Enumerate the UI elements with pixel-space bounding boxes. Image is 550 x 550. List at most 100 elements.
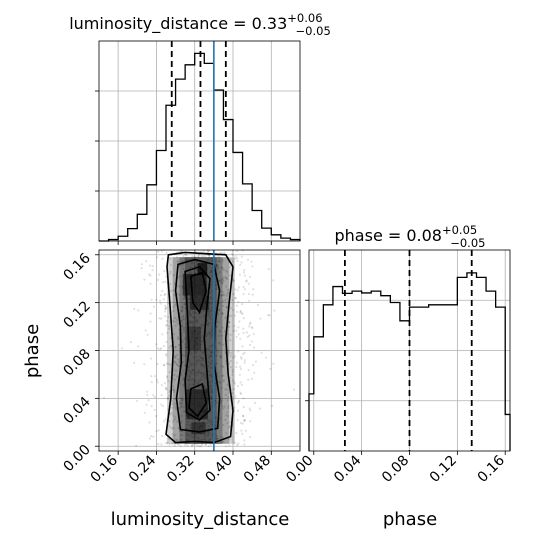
scatter-point bbox=[210, 351, 213, 355]
scatter-point bbox=[209, 309, 213, 312]
scatter-point bbox=[205, 347, 208, 351]
scatter-point bbox=[243, 274, 247, 277]
scatter-point bbox=[182, 327, 186, 330]
scatter-point bbox=[208, 421, 211, 424]
scatter-point bbox=[193, 299, 196, 302]
scatter-point bbox=[203, 438, 206, 441]
scatter-point bbox=[183, 296, 186, 299]
scatter-point bbox=[221, 251, 224, 254]
scatter-point bbox=[237, 301, 240, 304]
scatter-point bbox=[170, 442, 173, 445]
scatter-point bbox=[192, 378, 195, 381]
scatter-point bbox=[219, 355, 222, 358]
scatter-point bbox=[220, 399, 223, 402]
scatter-point bbox=[209, 443, 212, 447]
scatter-point bbox=[202, 373, 205, 376]
scatter-point bbox=[243, 359, 247, 362]
scatter-point bbox=[201, 359, 204, 362]
scatter-point bbox=[201, 443, 204, 446]
scatter-point bbox=[198, 316, 201, 319]
scatter-point bbox=[217, 341, 220, 344]
scatter-point bbox=[210, 350, 213, 354]
scatter-point bbox=[215, 325, 218, 328]
scatter-point bbox=[237, 350, 240, 353]
scatter-point bbox=[236, 409, 240, 412]
scatter-point bbox=[228, 325, 231, 329]
scatter-point bbox=[209, 395, 212, 398]
scatter-point bbox=[243, 419, 246, 422]
scatter-point bbox=[225, 414, 228, 417]
scatter-point bbox=[192, 369, 195, 372]
scatter-point bbox=[208, 374, 211, 377]
scatter-point bbox=[208, 345, 211, 348]
scatter-point bbox=[148, 437, 151, 440]
scatter-point bbox=[181, 318, 185, 321]
scatter-point bbox=[186, 439, 189, 442]
scatter-point bbox=[230, 258, 233, 261]
scatter-point bbox=[156, 278, 160, 281]
scatter-point bbox=[235, 329, 238, 332]
scatter-point bbox=[194, 265, 197, 268]
scatter-point bbox=[177, 443, 180, 446]
scatter-point bbox=[188, 383, 191, 386]
scatter-point bbox=[191, 335, 194, 338]
scatter-point bbox=[237, 442, 240, 445]
scatter-point bbox=[191, 332, 194, 335]
scatter-point bbox=[247, 368, 250, 372]
scatter-point bbox=[233, 381, 236, 384]
scatter-point bbox=[169, 282, 172, 285]
scatter-point bbox=[252, 364, 255, 367]
scatter-point bbox=[241, 422, 244, 425]
scatter-point bbox=[194, 256, 197, 259]
scatter-point bbox=[197, 379, 200, 382]
scatter-point bbox=[244, 429, 247, 432]
scatter-point bbox=[231, 370, 234, 374]
scatter-point bbox=[189, 321, 192, 324]
scatter-point bbox=[209, 303, 212, 306]
scatter-point bbox=[249, 420, 252, 423]
scatter-point bbox=[164, 418, 167, 421]
scatter-point bbox=[210, 269, 213, 272]
scatter-point bbox=[208, 309, 211, 313]
scatter-point bbox=[215, 348, 218, 351]
scatter-point bbox=[199, 311, 203, 314]
scatter-point bbox=[207, 432, 210, 435]
scatter-point bbox=[160, 384, 163, 387]
scatter-point bbox=[197, 253, 200, 256]
scatter-point bbox=[180, 438, 183, 441]
x-tick-label: 0.48 bbox=[241, 453, 274, 486]
scatter-point bbox=[174, 356, 177, 359]
scatter-point bbox=[231, 253, 234, 257]
scatter-point bbox=[226, 277, 229, 280]
scatter-point bbox=[151, 269, 154, 272]
scatter-point bbox=[198, 421, 201, 424]
scatter-point bbox=[155, 378, 159, 381]
scatter-point bbox=[233, 441, 237, 444]
x-tick-label: 0.24 bbox=[126, 452, 159, 485]
scatter-point bbox=[167, 397, 170, 400]
scatter-point bbox=[232, 329, 235, 332]
scatter-point bbox=[209, 296, 213, 299]
scatter-point bbox=[241, 414, 244, 418]
scatter-point bbox=[242, 292, 245, 296]
scatter-point bbox=[202, 364, 205, 367]
scatter-point bbox=[248, 322, 251, 325]
scatter-point bbox=[164, 304, 167, 307]
scatter-point bbox=[181, 414, 184, 417]
scatter-point bbox=[140, 267, 143, 270]
scatter-point bbox=[221, 278, 225, 281]
scatter-point bbox=[161, 257, 164, 260]
scatter-point bbox=[181, 398, 184, 401]
scatter-point bbox=[237, 333, 240, 336]
scatter-point bbox=[149, 282, 152, 285]
scatter-point bbox=[191, 325, 195, 328]
scatter-point bbox=[194, 301, 197, 304]
scatter-point bbox=[165, 251, 168, 254]
scatter-point bbox=[157, 347, 160, 350]
scatter-point bbox=[200, 357, 203, 360]
scatter-point bbox=[178, 250, 181, 253]
scatter-point bbox=[210, 420, 213, 423]
scatter-point bbox=[183, 317, 186, 320]
scatter-point bbox=[162, 363, 165, 367]
scatter-point bbox=[224, 285, 227, 288]
